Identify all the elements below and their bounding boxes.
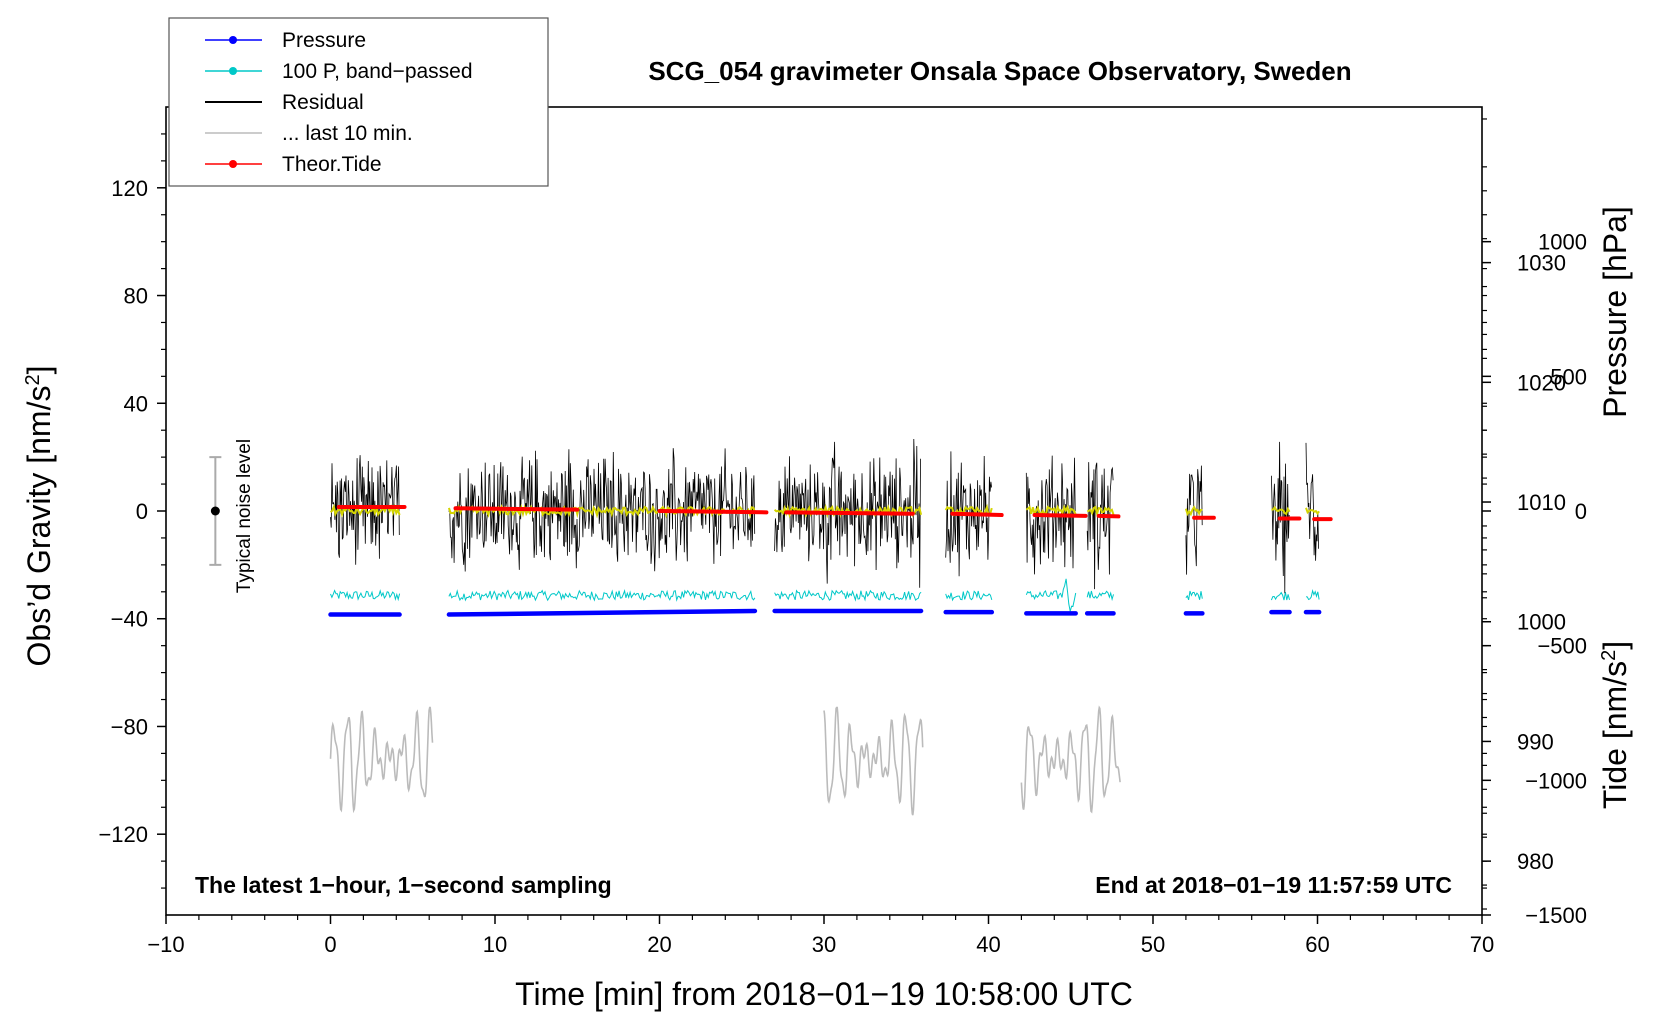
x-tick-label: 40 xyxy=(976,932,1000,957)
bandpassed-pressure-line xyxy=(945,590,993,602)
noise-level-label: Typical noise level xyxy=(234,439,255,593)
y-axis-label-right-tide-sup: 2 xyxy=(1598,650,1620,661)
pressure-bandpassed-series xyxy=(330,578,1320,612)
x-tick-label: 0 xyxy=(324,932,336,957)
legend-marker xyxy=(229,160,237,168)
bandpassed-pressure-line xyxy=(448,589,756,602)
legend-marker xyxy=(229,67,237,75)
tide-line xyxy=(784,510,915,516)
residual-line xyxy=(1086,462,1114,590)
bandpassed-pressure-line xyxy=(774,589,922,602)
x-axis-label: Time [min] from 2018−01−19 10:58:00 UTC xyxy=(515,976,1133,1012)
x-tick-label: 30 xyxy=(812,932,836,957)
bandpassed-pressure-line xyxy=(1270,591,1290,601)
y-tick-label: 40 xyxy=(124,391,148,416)
pressure-tick-label: 990 xyxy=(1517,729,1554,754)
y-tick-label: −40 xyxy=(111,607,148,632)
bandpassed-pressure-line xyxy=(1185,590,1203,601)
legend-label: Residual xyxy=(282,91,364,114)
x-tick-label: 20 xyxy=(647,932,671,957)
legend-label: Theor.Tide xyxy=(282,153,382,176)
bandpassed-pressure-line xyxy=(330,589,401,602)
last-10-min-line xyxy=(823,706,924,816)
smoothed-residual-line xyxy=(447,503,756,519)
legend: Pressure 100 P, band−passed Residual ... la… xyxy=(168,17,549,187)
tide-line xyxy=(1096,513,1121,519)
residual-series xyxy=(330,438,1319,594)
x-tick-label: 70 xyxy=(1470,932,1494,957)
tide-tick-label: −1500 xyxy=(1525,903,1587,928)
y-axis-label-left-close: ] xyxy=(21,366,57,375)
y-axis-ticks: −120 −80 −40 0 40 80 120 xyxy=(98,133,166,889)
smoothed-residual-line xyxy=(1184,505,1203,517)
y-tick-label: −120 xyxy=(98,822,148,847)
pressure-tick-label: 1030 xyxy=(1517,251,1566,276)
chart-title: SCG_054 gravimeter Onsala Space Observat… xyxy=(648,56,1351,86)
legend-label: ... last 10 min. xyxy=(282,122,413,145)
y-tick-label: −80 xyxy=(111,714,148,739)
legend-label: Pressure xyxy=(282,29,366,52)
pressure-tick-label: 1000 xyxy=(1517,610,1566,635)
tide-tick-label: −500 xyxy=(1537,634,1587,659)
y-axis-label-right-tide-main: Tide [nm/s xyxy=(1597,661,1633,809)
tide-tick-label: 1000 xyxy=(1538,230,1587,255)
y-axis-label-right-tide-close: ] xyxy=(1597,641,1633,650)
residual-line xyxy=(448,448,756,572)
pressure-line xyxy=(446,608,758,617)
tide-tick-label: 0 xyxy=(1575,499,1587,524)
residual-line xyxy=(774,438,921,588)
smoothed-residual-line xyxy=(1086,505,1115,518)
tide-line xyxy=(657,509,769,515)
x-tick-label: 10 xyxy=(483,932,507,957)
tide-axis-ticks: −1500 −1000 −500 0 500 1000 xyxy=(1482,230,1587,928)
residual-line xyxy=(1271,441,1290,594)
legend-label: 100 P, band−passed xyxy=(282,60,473,83)
smoothed-residual-line xyxy=(1271,505,1291,516)
x-axis-ticks: −10 0 10 20 30 40 50 60 70 xyxy=(147,915,1494,957)
pressure-tick-label: 980 xyxy=(1517,849,1554,874)
noise-level-indicator xyxy=(209,456,222,566)
x-tick-label: 60 xyxy=(1305,932,1329,957)
y-tick-label: 120 xyxy=(111,176,148,201)
last-10-min-series xyxy=(329,705,1121,816)
y-axis-label-left-sup: 2 xyxy=(22,374,44,385)
bandpassed-pressure-line xyxy=(1025,578,1077,612)
annotation-sampling: The latest 1−hour, 1−second sampling xyxy=(195,872,612,898)
last-10-min-line xyxy=(329,706,434,814)
y-axis-label-right-tide: Tide [nm/s2] xyxy=(1597,641,1633,809)
y-axis-label-left: Obs’d Gravity [nm/s2] xyxy=(21,366,57,667)
residual-line xyxy=(1025,455,1076,575)
tide-line xyxy=(453,506,580,512)
bandpassed-pressure-line xyxy=(1305,588,1320,601)
tide-tick-label: 500 xyxy=(1550,364,1587,389)
y-axis-label-left-main: Obs’d Gravity [nm/s xyxy=(21,386,57,667)
annotation-end-time: End at 2018−01−19 11:57:59 UTC xyxy=(1095,872,1452,898)
x-tick-label: −10 xyxy=(147,932,184,957)
residual-line xyxy=(1305,442,1319,561)
residual-line xyxy=(945,451,992,577)
noise-center-dot xyxy=(210,506,220,516)
last-10-min-line xyxy=(1020,705,1121,814)
y-tick-label: 80 xyxy=(124,284,148,309)
bandpassed-pressure-line xyxy=(1086,590,1114,602)
y-axis-label-right-pressure: Pressure [hPa] xyxy=(1597,206,1633,418)
tide-line xyxy=(950,511,1004,518)
legend-marker xyxy=(229,36,237,44)
tide-tick-label: −1000 xyxy=(1525,768,1587,793)
residual-line xyxy=(1185,465,1203,575)
x-tick-label: 50 xyxy=(1141,932,1165,957)
pressure-series xyxy=(328,608,1322,617)
tide-line xyxy=(1032,513,1088,518)
pressure-tick-label: 1020 xyxy=(1517,370,1566,395)
smoothed-residual-line xyxy=(1305,507,1320,516)
y-tick-label: 0 xyxy=(136,499,148,524)
theoretical-tide-series xyxy=(336,504,1333,522)
pressure-tick-label: 1010 xyxy=(1517,490,1566,515)
